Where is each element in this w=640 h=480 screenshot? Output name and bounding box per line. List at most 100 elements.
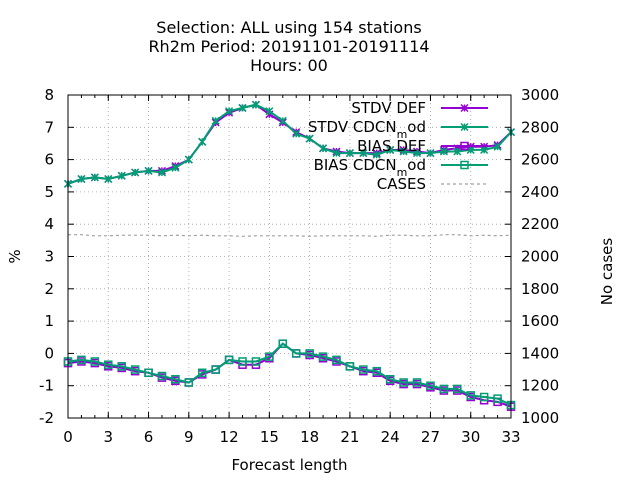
data-point [278, 339, 288, 348]
data-point [399, 378, 408, 387]
y-tick-label: 7 [44, 118, 54, 136]
y2-tick-label: 1600 [521, 312, 559, 330]
data-point [211, 116, 220, 125]
series-layer [63, 100, 516, 411]
data-point [460, 141, 469, 151]
legend-label-tail: od [407, 156, 426, 174]
data-point [453, 147, 462, 156]
data-point [184, 378, 194, 387]
data-point [460, 103, 469, 113]
y-tick-label: 5 [44, 183, 54, 201]
data-point [117, 171, 126, 180]
legend-label-text: BIAS DEF [357, 137, 426, 155]
x-tick-label: 30 [461, 428, 480, 446]
axis-labels: Forecast length% No cases [6, 238, 616, 474]
data-point [479, 392, 489, 402]
x-tick-label: 18 [300, 428, 319, 446]
data-point [453, 384, 462, 394]
data-point [117, 362, 126, 371]
data-point [466, 391, 475, 400]
data-point [359, 365, 368, 374]
title-line: Rh2m Period: 20191101-20191114 [148, 37, 429, 56]
data-point [372, 366, 382, 376]
data-point [318, 352, 328, 361]
series-line [67, 342, 512, 406]
data-point [412, 149, 422, 158]
data-point [439, 384, 449, 394]
y-tick-label: 6 [44, 151, 54, 169]
legend-label-subscript: m [397, 166, 408, 179]
data-point [359, 149, 368, 158]
y2-tick-label: 2800 [521, 118, 559, 136]
y-tick-label: 2 [44, 280, 54, 298]
y2-tick-label: 2400 [521, 183, 559, 201]
y-tick-label: 4 [44, 215, 54, 233]
data-point [493, 394, 502, 403]
data-point [460, 122, 469, 132]
y2-tick-label: 1000 [521, 409, 559, 427]
y2-tick-label: 1800 [521, 280, 559, 298]
data-point [77, 355, 86, 365]
y2-axis-label: No cases [598, 238, 616, 306]
data-point [345, 149, 354, 158]
y2-tick-label: 2200 [521, 215, 559, 233]
data-point [292, 129, 301, 138]
data-point [130, 365, 140, 374]
y-tick-label: 8 [44, 86, 54, 104]
data-point [493, 142, 502, 151]
legend-label-text: STDV CDCN [308, 118, 397, 136]
data-point [385, 374, 395, 384]
x-tick-label: 24 [381, 428, 400, 446]
y-tick-label: 1 [44, 312, 54, 330]
data-point [480, 145, 489, 154]
legend-label-text: CASES [377, 175, 426, 193]
title-line: Hours: 00 [250, 56, 328, 75]
legend-label: STDV DEF [351, 99, 426, 117]
data-point [412, 378, 422, 387]
data-point [171, 374, 180, 384]
data-point [426, 381, 435, 390]
data-point [144, 166, 153, 175]
y2-tick-label: 1400 [521, 344, 559, 362]
axis-ticks: 0 3 6 9 12 15 18 21 24 27 30 33-2-10123456781000120… [39, 86, 559, 446]
x-axis-label: Forecast length [231, 456, 347, 474]
data-point [332, 149, 341, 158]
data-point [319, 144, 328, 153]
data-point [332, 355, 341, 365]
data-point [386, 145, 395, 154]
data-point [144, 368, 153, 378]
x-tick-label: 15 [260, 428, 279, 446]
y2-tick-label: 1200 [521, 377, 559, 395]
y-tick-label: -1 [39, 377, 54, 395]
x-tick-label: 3 [103, 428, 113, 446]
data-point [251, 100, 260, 109]
data-point [265, 352, 274, 361]
y-tick-label: -2 [39, 409, 54, 427]
data-point [251, 357, 261, 366]
y-tick-label: 0 [44, 344, 54, 362]
y2-tick-label: 2000 [521, 248, 559, 266]
data-point [131, 168, 140, 177]
data-point [372, 150, 381, 159]
legend-label-tail: od [407, 118, 426, 136]
data-point [399, 147, 408, 156]
data-point [238, 357, 247, 366]
data-point [90, 173, 99, 182]
data-point [171, 163, 180, 172]
data-point [157, 168, 167, 177]
data-point [238, 103, 247, 112]
x-tick-label: 33 [501, 428, 520, 446]
legend-label-text: STDV DEF [351, 99, 426, 117]
data-point [224, 355, 234, 365]
title-line: Selection: ALL using 154 stations [156, 18, 421, 37]
legend-label-subscript: m [397, 128, 408, 141]
data-point [291, 349, 301, 358]
data-point [225, 107, 234, 116]
x-tick-label: 6 [144, 428, 154, 446]
data-point [305, 134, 314, 143]
data-point [305, 349, 314, 358]
x-tick-label: 12 [220, 428, 239, 446]
x-tick-label: 27 [421, 428, 440, 446]
data-point [460, 160, 469, 170]
